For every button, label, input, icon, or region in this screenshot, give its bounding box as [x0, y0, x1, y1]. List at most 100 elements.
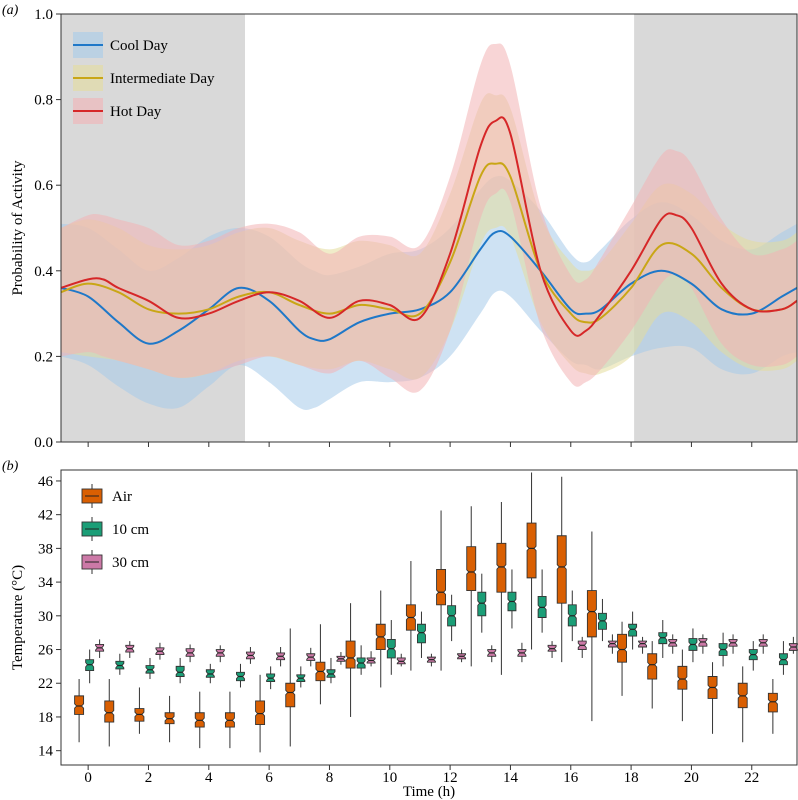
box-10-cm-h23: [778, 641, 788, 675]
box-air-h17: [586, 531, 597, 722]
activity-legend: Cool Day Intermediate Day Hot Day: [73, 32, 215, 124]
b-xtick-label: 14: [503, 770, 519, 786]
legend-label: Cool Day: [110, 38, 168, 54]
box-10-cm-h15: [537, 569, 547, 633]
b-xtick-label: 8: [326, 770, 334, 786]
box-body: [586, 590, 597, 638]
box-10-cm-h7: [296, 666, 306, 688]
box-air-h5: [224, 691, 235, 749]
b-xtick-label: 4: [205, 770, 213, 786]
box-10-cm-h18: [628, 611, 638, 650]
box-30-cm-h15: [547, 641, 557, 658]
box-30-cm-h17: [607, 634, 617, 654]
box-body: [104, 700, 115, 723]
box-air-h23: [767, 679, 778, 734]
box-10-cm-h11: [417, 611, 426, 658]
box-body: [526, 522, 537, 579]
box-10-cm-h8: [326, 657, 336, 684]
box-10-cm-h19: [658, 620, 668, 658]
box-body: [617, 633, 627, 663]
b-ytick-label: 14: [38, 744, 54, 760]
b-xtick-label: 22: [744, 770, 759, 786]
activity-plot-frame: [60, 13, 798, 443]
a-ytick-label: 0.0: [34, 435, 53, 451]
box-air-h18: [617, 621, 627, 696]
box-air-h19: [647, 641, 658, 709]
box-air-h6: [255, 674, 266, 753]
box-air-h1: [104, 679, 115, 747]
box-body: [647, 653, 658, 680]
activity-lines-group: [60, 116, 798, 345]
box-body: [255, 700, 266, 725]
box-air-h14: [496, 502, 507, 675]
line-intermediate-day: [60, 162, 798, 324]
b-xtick-label: 20: [684, 770, 699, 786]
line-hot-day: [60, 116, 798, 337]
box-30-cm-h10: [396, 653, 406, 667]
b-ytick-label: 34: [38, 575, 54, 591]
box-10-cm-h21: [718, 632, 728, 667]
box-air-h0: [74, 679, 85, 743]
box-30-cm-h12: [457, 649, 467, 663]
activity-axis-ticks: 0.0 0.2 0.4 0.6 0.8 1.0: [34, 7, 753, 451]
b-ytick-label: 38: [38, 541, 53, 557]
box-air-h22: [737, 666, 748, 743]
panel-a-label: (a): [2, 3, 19, 18]
b-ytick-label: 26: [38, 643, 54, 659]
box-air-h21: [707, 662, 718, 734]
temperature-boxes-group: [74, 472, 798, 753]
box-30-cm-h7: [306, 647, 316, 667]
box-air-h2: [134, 687, 145, 734]
b-ytick-label: 22: [38, 676, 53, 692]
box-30-cm-h8: [336, 652, 346, 665]
box-30-cm-h18: [638, 636, 648, 654]
box-body: [175, 665, 185, 677]
box-10-cm-h12: [447, 594, 457, 642]
b-xtick-label: 6: [265, 770, 273, 786]
box-30-cm-h20: [698, 634, 708, 654]
box-30-cm-h21: [728, 634, 738, 654]
temperature-x-axis-label: Time (h): [403, 784, 455, 800]
box-air-h3: [164, 695, 175, 743]
box-10-cm-h9: [356, 645, 366, 675]
box-10-cm-h6: [266, 666, 276, 690]
b-ytick-label: 18: [38, 710, 53, 726]
box-air-h11: [405, 561, 416, 671]
box-30-cm-h0: [95, 639, 105, 658]
b-ytick-label: 46: [38, 474, 54, 490]
a-ytick-label: 0.4: [34, 264, 53, 280]
box-air-h10: [375, 590, 386, 688]
a-ytick-label: 0.2: [34, 349, 53, 365]
box-air-h9: [345, 603, 356, 717]
box-air-h13: [466, 506, 477, 667]
activity-y-axis-label: Probability of Activity: [10, 160, 26, 295]
box-30-cm-h14: [517, 642, 527, 663]
box-30-cm-h2: [155, 642, 165, 660]
box-30-cm-h9: [366, 651, 376, 667]
box-body: [677, 665, 688, 690]
box-body: [285, 682, 296, 708]
box-10-cm-h1: [115, 653, 125, 675]
box-30-cm-h19: [668, 634, 678, 654]
b-xtick-label: 12: [443, 770, 458, 786]
box-30-cm-h13: [487, 645, 497, 663]
box-30-cm-h1: [125, 641, 135, 658]
box-10-cm-h4: [205, 663, 215, 684]
b-ytick-label: 42: [38, 508, 53, 524]
box-air-h15: [526, 472, 537, 650]
box-10-cm-h17: [597, 598, 607, 642]
legend-item-air: Air: [81, 484, 132, 508]
b-xtick-label: 10: [382, 770, 397, 786]
box-air-h16: [556, 476, 567, 663]
box-30-cm-h16: [577, 636, 587, 658]
b-xtick-label: 0: [84, 770, 92, 786]
b-xtick-label: 18: [624, 770, 639, 786]
temperature-plot-frame: [60, 469, 798, 766]
legend-item-hot-day: Hot Day: [73, 98, 162, 124]
activity-panel: (a) 0.0 0.2 0.4 0.6 0.8 1.0 Probability of Ac…: [2, 3, 798, 451]
box-body: [628, 623, 638, 637]
b-xtick-label: 16: [563, 770, 579, 786]
